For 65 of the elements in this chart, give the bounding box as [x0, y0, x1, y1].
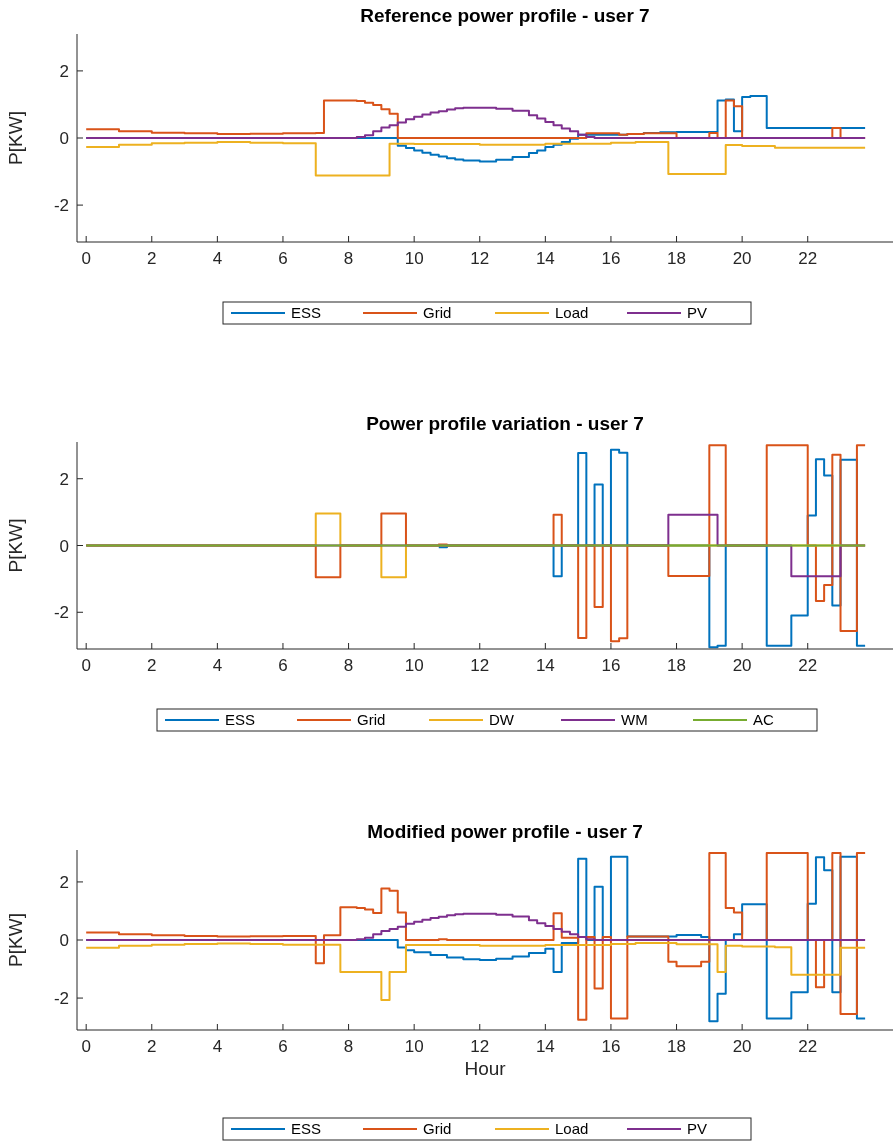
legend-label: PV — [687, 1120, 708, 1137]
x-tick-label: 20 — [732, 656, 752, 675]
x-tick-label: 10 — [404, 249, 424, 268]
legend-label: ESS — [225, 711, 256, 728]
x-tick-label: 18 — [667, 249, 686, 268]
y-tick-label: 0 — [59, 931, 69, 950]
y-tick-label: -2 — [53, 603, 69, 623]
x-tick-label: 12 — [470, 1037, 490, 1056]
x-tick-label: 20 — [732, 249, 752, 268]
x-tick-label: 10 — [404, 1037, 424, 1056]
legend-label: Grid — [357, 711, 386, 728]
x-tick-label: 0 — [81, 1037, 91, 1056]
x-tick-label: 2 — [147, 656, 157, 675]
y-tick-label: 2 — [59, 872, 69, 892]
legend-label: Grid — [423, 304, 452, 321]
chart-title: Modified power profile - user 7 — [367, 821, 643, 842]
y-axis-title: P[KW] — [5, 913, 26, 967]
x-tick-label: 10 — [404, 656, 424, 675]
x-tick-label: 0 — [81, 656, 91, 675]
x-tick-label: 14 — [535, 1037, 555, 1056]
legend-label: ESS — [291, 1120, 322, 1137]
x-tick-label: 4 — [212, 249, 223, 268]
x-tick-label: 6 — [278, 249, 288, 268]
legend-label: Load — [555, 304, 589, 321]
y-tick-label: -2 — [53, 989, 69, 1009]
x-tick-label: 16 — [601, 656, 621, 675]
x-tick-label: 14 — [535, 656, 555, 675]
x-tick-label: 8 — [343, 656, 354, 675]
x-tick-label: 22 — [798, 249, 818, 268]
x-axis-title: Hour — [464, 1058, 507, 1079]
legend-label: WM — [621, 711, 648, 728]
x-tick-label: 2 — [147, 1037, 157, 1056]
x-tick-label: 22 — [798, 1037, 818, 1056]
x-tick-label: 4 — [212, 1037, 223, 1056]
x-tick-label: 20 — [732, 1037, 752, 1056]
chart-title: Power profile variation - user 7 — [366, 413, 644, 434]
x-tick-label: 6 — [278, 656, 288, 675]
x-tick-label: 0 — [81, 249, 91, 268]
x-tick-label: 18 — [667, 656, 686, 675]
y-tick-label: 0 — [59, 129, 69, 148]
y-tick-label: 0 — [59, 536, 69, 556]
x-tick-label: 16 — [601, 249, 621, 268]
x-tick-label: 12 — [470, 656, 490, 675]
chart-title: Reference power profile - user 7 — [360, 5, 650, 26]
y-tick-label: -2 — [53, 196, 69, 216]
x-tick-label: 22 — [798, 656, 818, 675]
y-axis-title: P[KW] — [5, 518, 26, 573]
y-axis-title: P[KW] — [5, 111, 26, 165]
y-tick-label: 2 — [59, 61, 69, 81]
legend-label: AC — [753, 711, 774, 728]
y-tick-label: 2 — [59, 469, 69, 489]
x-tick-label: 14 — [535, 249, 555, 268]
x-tick-label: 6 — [278, 1037, 288, 1056]
legend-label: DW — [489, 711, 515, 728]
x-tick-label: 16 — [601, 1037, 621, 1056]
legend-label: ESS — [291, 304, 322, 321]
legend-label: Grid — [423, 1120, 452, 1137]
x-tick-label: 12 — [470, 249, 490, 268]
x-tick-label: 18 — [667, 1037, 686, 1056]
legend-label: Load — [555, 1120, 589, 1137]
x-tick-label: 8 — [343, 1037, 354, 1056]
legend-label: PV — [687, 304, 708, 321]
x-tick-label: 4 — [212, 656, 223, 675]
x-tick-label: 2 — [147, 249, 157, 268]
x-tick-label: 8 — [343, 249, 354, 268]
